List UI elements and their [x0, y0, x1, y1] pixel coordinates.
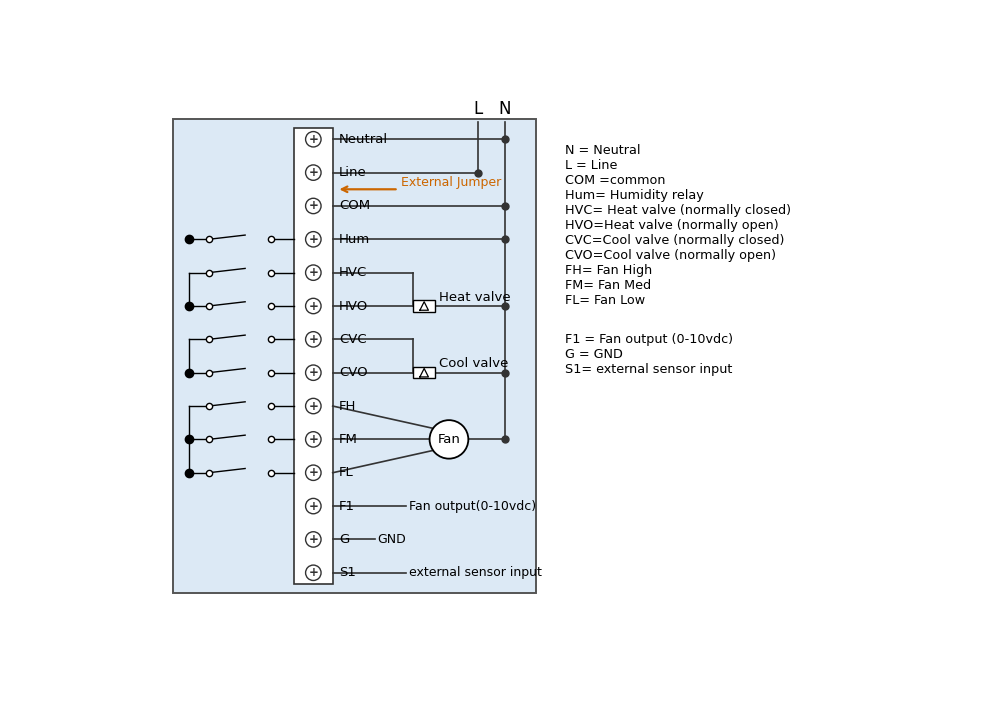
Text: +: + — [308, 533, 318, 546]
Text: FM: FM — [339, 433, 358, 446]
Text: FH: FH — [339, 400, 356, 412]
Text: Line: Line — [339, 166, 367, 179]
Text: +: + — [308, 200, 318, 212]
Circle shape — [306, 132, 321, 147]
FancyBboxPatch shape — [173, 119, 536, 593]
Text: F1: F1 — [339, 500, 355, 513]
Text: +: + — [308, 566, 318, 580]
Text: +: + — [308, 233, 318, 246]
Text: +: + — [308, 133, 318, 146]
Circle shape — [430, 420, 468, 459]
Circle shape — [306, 465, 321, 480]
Text: COM =common: COM =common — [565, 174, 666, 187]
Circle shape — [306, 265, 321, 281]
Text: CVO=Cool valve (normally open): CVO=Cool valve (normally open) — [565, 249, 776, 262]
Circle shape — [306, 365, 321, 381]
Circle shape — [306, 232, 321, 247]
Text: external sensor input: external sensor input — [409, 566, 542, 580]
FancyBboxPatch shape — [294, 128, 333, 584]
Text: +: + — [308, 166, 318, 179]
Text: Fan output(0-10vdc): Fan output(0-10vdc) — [409, 500, 536, 513]
Text: S1: S1 — [339, 566, 356, 580]
Text: +: + — [308, 366, 318, 379]
Text: FL: FL — [339, 466, 354, 479]
Bar — [413, 300, 435, 312]
Text: External Jumper: External Jumper — [401, 176, 501, 188]
Text: N: N — [498, 99, 511, 118]
Circle shape — [306, 398, 321, 414]
Text: +: + — [308, 400, 318, 412]
Text: +: + — [308, 433, 318, 446]
Text: CVC: CVC — [339, 333, 367, 346]
Text: +: + — [308, 500, 318, 513]
Text: GND: GND — [378, 533, 406, 546]
Text: FM= Fan Med: FM= Fan Med — [565, 279, 651, 292]
Text: +: + — [308, 266, 318, 279]
Text: CVO: CVO — [339, 366, 368, 379]
Circle shape — [306, 298, 321, 314]
Text: Hum: Hum — [339, 233, 370, 246]
Text: Heat valve: Heat valve — [439, 290, 511, 304]
Text: L: L — [473, 99, 482, 118]
Text: CVC=Cool valve (normally closed): CVC=Cool valve (normally closed) — [565, 234, 785, 247]
Circle shape — [306, 565, 321, 580]
Circle shape — [306, 498, 321, 514]
Text: HVC: HVC — [339, 266, 367, 279]
Text: HVO=Heat valve (normally open): HVO=Heat valve (normally open) — [565, 219, 779, 232]
Text: N = Neutral: N = Neutral — [565, 144, 641, 157]
Text: HVO: HVO — [339, 300, 368, 312]
Text: +: + — [308, 333, 318, 346]
Text: G: G — [339, 533, 349, 546]
Text: L = Line: L = Line — [565, 159, 618, 172]
Text: FH= Fan High: FH= Fan High — [565, 264, 652, 277]
Circle shape — [306, 532, 321, 547]
Text: G = GND: G = GND — [565, 348, 623, 362]
Text: FL= Fan Low: FL= Fan Low — [565, 294, 645, 307]
Circle shape — [306, 165, 321, 180]
Text: Neutral: Neutral — [339, 133, 388, 146]
Text: F1 = Fan output (0-10vdc): F1 = Fan output (0-10vdc) — [565, 333, 733, 346]
Text: HVC= Heat valve (normally closed): HVC= Heat valve (normally closed) — [565, 204, 791, 217]
Text: COM: COM — [339, 200, 370, 212]
Circle shape — [306, 431, 321, 447]
Circle shape — [306, 198, 321, 214]
Bar — [413, 367, 435, 379]
Text: Cool valve: Cool valve — [439, 357, 508, 370]
Text: S1= external sensor input: S1= external sensor input — [565, 363, 733, 376]
Circle shape — [306, 331, 321, 347]
Text: +: + — [308, 300, 318, 312]
Text: +: + — [308, 466, 318, 479]
Text: Fan: Fan — [438, 433, 460, 446]
Text: Hum= Humidity relay: Hum= Humidity relay — [565, 189, 704, 202]
